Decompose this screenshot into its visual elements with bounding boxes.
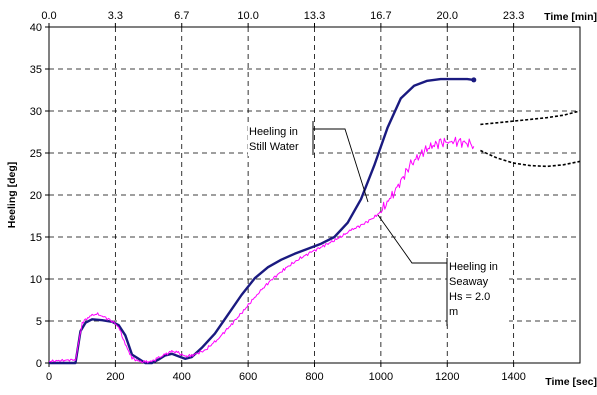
series-line (48, 136, 475, 364)
x-tick-label: 600 (239, 371, 257, 383)
x2-tick-label: 10.0 (237, 10, 258, 22)
annotation-box (248, 122, 314, 156)
x2-tick-label: 13.3 (304, 10, 325, 22)
y-tick-label: 10 (30, 274, 42, 286)
x2-tick-label: 16.7 (370, 10, 391, 22)
annotation-leader (377, 214, 447, 264)
y-tick-label: 20 (30, 190, 42, 202)
series-line (49, 77, 474, 365)
annotations-group: Heeling in Still Water Heeling in Seaway Hs … (248, 121, 509, 326)
x2-tick-label: 3.3 (108, 10, 123, 22)
x-tick-label: 0 (46, 371, 52, 383)
y-tick-label: 25 (30, 148, 42, 160)
x-axis-title: Time [sec] (545, 376, 597, 388)
x2-tick-label: 6.7 (174, 10, 189, 22)
x-tick-label: 200 (106, 371, 124, 383)
y-tick-label: 30 (30, 106, 42, 118)
x-tick-label: 1400 (501, 371, 525, 383)
x2-tick-label: 23.3 (503, 10, 524, 22)
y-tick-label: 35 (30, 64, 42, 76)
annotation-box (447, 258, 509, 324)
y-tick-label: 5 (36, 316, 42, 328)
extrapolation-line (480, 149, 581, 168)
y-axis-title: Heeling [deg] (6, 162, 18, 229)
annotation-text: Heeling in (449, 261, 498, 273)
series-end-marker (471, 77, 477, 83)
x-tick-label: 1200 (435, 371, 459, 383)
annotation-text: Seaway (449, 276, 489, 288)
annotation-text: Hs = 2.0 (449, 291, 490, 303)
y-tick-label: 40 (30, 22, 42, 34)
annotation-text: Still Water (249, 141, 299, 153)
extrapolation-line (480, 110, 581, 126)
annotation-leader (313, 128, 369, 203)
x-tick-label: 400 (173, 371, 191, 383)
x-tick-label: 800 (305, 371, 323, 383)
x2-tick-label: 20.0 (437, 10, 458, 22)
x2-tick-label: 0.0 (41, 10, 56, 22)
series-group (48, 77, 581, 365)
x-tick-label: 1000 (369, 371, 393, 383)
y-tick-label: 0 (36, 358, 42, 370)
annotation-text: Heeling in (249, 126, 298, 138)
annotation-text: m (449, 306, 458, 318)
axis-ticks (45, 23, 515, 367)
y-tick-label: 15 (30, 232, 42, 244)
x2-axis-title: Time [min] (544, 11, 597, 23)
